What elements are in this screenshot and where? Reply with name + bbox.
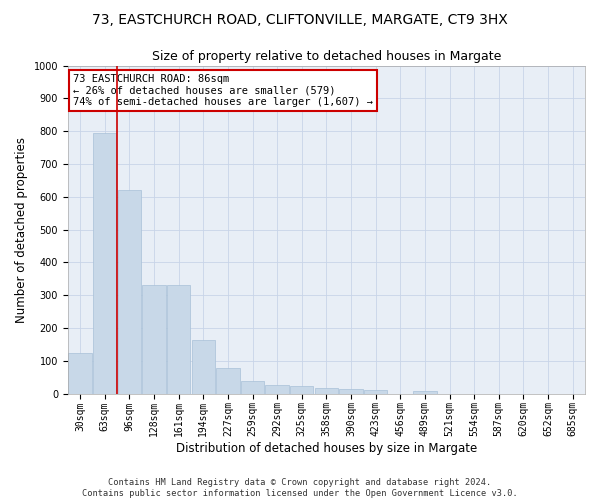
- Bar: [364, 390, 388, 394]
- Title: Size of property relative to detached houses in Margate: Size of property relative to detached ho…: [152, 50, 501, 63]
- Bar: [118, 190, 141, 394]
- Bar: [167, 286, 190, 394]
- Bar: [216, 368, 239, 394]
- Bar: [142, 286, 166, 394]
- X-axis label: Distribution of detached houses by size in Margate: Distribution of detached houses by size …: [176, 442, 477, 455]
- Bar: [413, 390, 437, 394]
- Bar: [265, 385, 289, 394]
- Bar: [314, 388, 338, 394]
- Text: Contains HM Land Registry data © Crown copyright and database right 2024.
Contai: Contains HM Land Registry data © Crown c…: [82, 478, 518, 498]
- Bar: [93, 133, 116, 394]
- Y-axis label: Number of detached properties: Number of detached properties: [15, 136, 28, 322]
- Bar: [191, 340, 215, 394]
- Bar: [68, 352, 92, 394]
- Text: 73, EASTCHURCH ROAD, CLIFTONVILLE, MARGATE, CT9 3HX: 73, EASTCHURCH ROAD, CLIFTONVILLE, MARGA…: [92, 12, 508, 26]
- Bar: [241, 381, 264, 394]
- Bar: [290, 386, 313, 394]
- Bar: [340, 389, 363, 394]
- Text: 73 EASTCHURCH ROAD: 86sqm
← 26% of detached houses are smaller (579)
74% of semi: 73 EASTCHURCH ROAD: 86sqm ← 26% of detac…: [73, 74, 373, 107]
